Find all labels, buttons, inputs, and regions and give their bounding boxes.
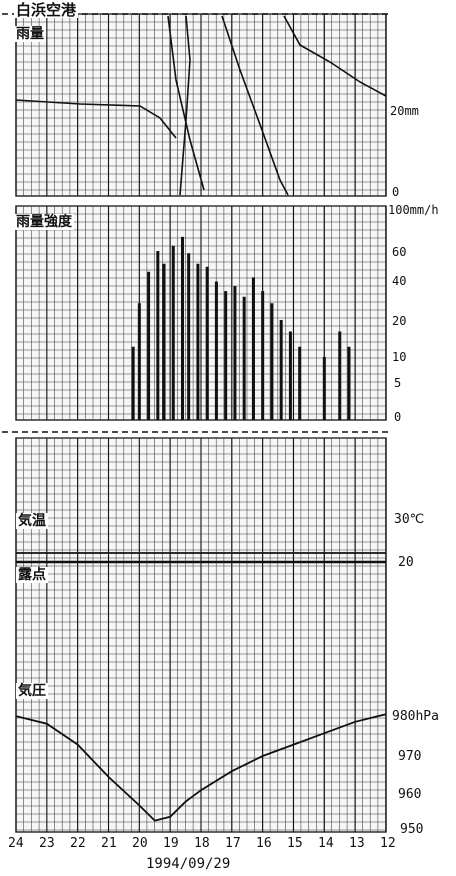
x-tick-label: 13 <box>349 836 365 851</box>
x-tick-label: 12 <box>380 836 396 851</box>
intensity-tick-label: 20 <box>392 314 407 328</box>
chart-title: 白浜空港 <box>14 1 79 19</box>
x-tick-label: 16 <box>256 836 272 851</box>
x-tick-label: 18 <box>194 836 210 851</box>
x-tick-label: 19 <box>163 836 179 851</box>
x-tick-label: 14 <box>318 836 334 851</box>
pressure-tick-label: 960 <box>398 787 422 802</box>
intensity-tick-label: 0 <box>394 410 402 424</box>
temperature-tick-label: 20 <box>398 555 414 570</box>
rainfall-trace <box>283 15 387 97</box>
temperature-tick-label: 30℃ <box>394 512 425 527</box>
temperature-label: 気温 <box>16 513 48 529</box>
x-tick-label: 17 <box>225 836 241 851</box>
grid <box>2 13 390 833</box>
date-label: 1994/09/29 <box>146 856 231 872</box>
intensity-tick-label: 5 <box>394 376 402 390</box>
x-tick-label: 24 <box>8 836 24 851</box>
x-tick-label: 23 <box>39 836 55 851</box>
pressure-tick-label: 970 <box>398 749 422 764</box>
intensity-tick-label: 60 <box>392 245 407 259</box>
x-tick-label: 20 <box>132 836 148 851</box>
intensity-tick-label: 10 <box>392 350 407 364</box>
x-tick-label: 22 <box>70 836 86 851</box>
traces <box>15 15 387 822</box>
rainfall-label: 雨量 <box>14 26 46 42</box>
rainfall-trace <box>15 99 177 139</box>
rainfall-trace <box>221 15 289 196</box>
x-tick-label: 21 <box>101 836 117 851</box>
x-tick-label: 15 <box>287 836 303 851</box>
intensity-tick-label: 40 <box>392 274 407 288</box>
pressure-label: 気圧 <box>16 683 48 699</box>
pressure-tick-label: 950 <box>400 822 424 837</box>
rainfall-tick-label: 20mm <box>390 104 419 118</box>
pressure-trace <box>15 713 387 822</box>
intensity-tick-label: 100mm/h <box>388 203 439 217</box>
pressure-tick-label: 980hPa <box>392 709 439 724</box>
rainfall-tick-label: 0 <box>392 185 400 199</box>
dewpoint-label: 露点 <box>16 567 48 583</box>
rainfall-trace <box>167 15 205 191</box>
intensity-label: 雨量強度 <box>14 214 74 230</box>
